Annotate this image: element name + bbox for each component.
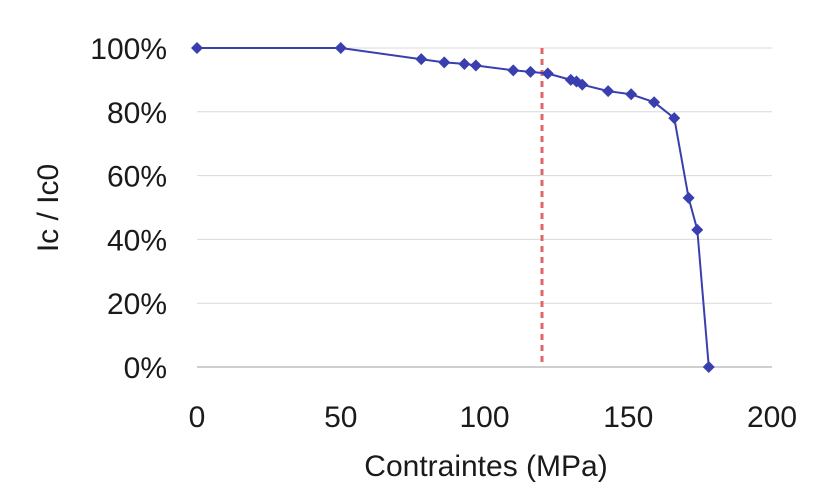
data-point bbox=[191, 42, 203, 54]
data-point bbox=[702, 361, 715, 373]
y-tick-label: 60% bbox=[107, 161, 167, 194]
x-tick-label: 200 bbox=[747, 401, 797, 434]
data-point bbox=[438, 56, 451, 69]
x-tick-label: 50 bbox=[324, 401, 357, 434]
y-axis-title: Ic / Ic0 bbox=[32, 164, 65, 252]
data-point bbox=[682, 191, 695, 204]
data-point bbox=[469, 59, 482, 72]
data-point bbox=[524, 65, 537, 78]
grid-layer bbox=[197, 47, 772, 304]
y-tick-label: 100% bbox=[90, 33, 167, 66]
data-point bbox=[334, 42, 347, 54]
y-tick-label: 80% bbox=[107, 97, 167, 130]
x-axis-title: Contraintes (MPa) bbox=[364, 450, 607, 483]
x-tick-label: 100 bbox=[459, 401, 509, 434]
data-point bbox=[668, 112, 681, 125]
data-point bbox=[648, 96, 661, 109]
data-point bbox=[602, 85, 615, 98]
y-tick-label: 0% bbox=[124, 352, 167, 385]
series-layer bbox=[191, 42, 715, 373]
tick-label-layer: 0% 20% 40% 60% 80% 100% 0 50 100 150 200 bbox=[90, 33, 797, 434]
data-point bbox=[507, 64, 520, 77]
data-point bbox=[576, 78, 589, 91]
x-tick-label: 150 bbox=[603, 401, 653, 434]
data-point bbox=[541, 67, 554, 80]
y-tick-label: 40% bbox=[107, 224, 167, 257]
y-tick-label: 20% bbox=[107, 288, 167, 321]
data-point bbox=[691, 223, 704, 236]
data-point bbox=[415, 53, 428, 66]
x-tick-label: 0 bbox=[189, 401, 206, 434]
data-point bbox=[458, 57, 471, 70]
data-point bbox=[625, 88, 638, 101]
